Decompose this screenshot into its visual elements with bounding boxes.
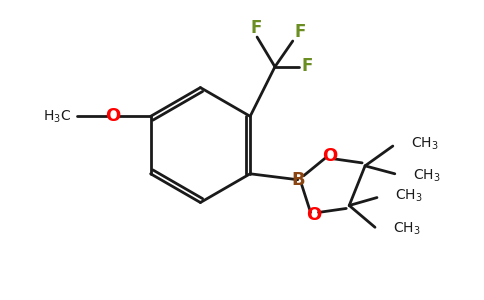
Text: CH$_3$: CH$_3$	[413, 168, 440, 184]
Text: F: F	[294, 23, 305, 41]
Text: O: O	[106, 107, 121, 125]
Text: F: F	[302, 57, 313, 75]
Text: B: B	[291, 171, 304, 189]
Text: F: F	[250, 19, 262, 37]
Text: CH$_3$: CH$_3$	[395, 188, 423, 204]
Text: H$_3$C: H$_3$C	[44, 108, 72, 124]
Text: O: O	[322, 147, 337, 165]
Text: CH$_3$: CH$_3$	[393, 221, 421, 238]
Text: CH$_3$: CH$_3$	[410, 136, 439, 152]
Text: O: O	[306, 206, 321, 224]
